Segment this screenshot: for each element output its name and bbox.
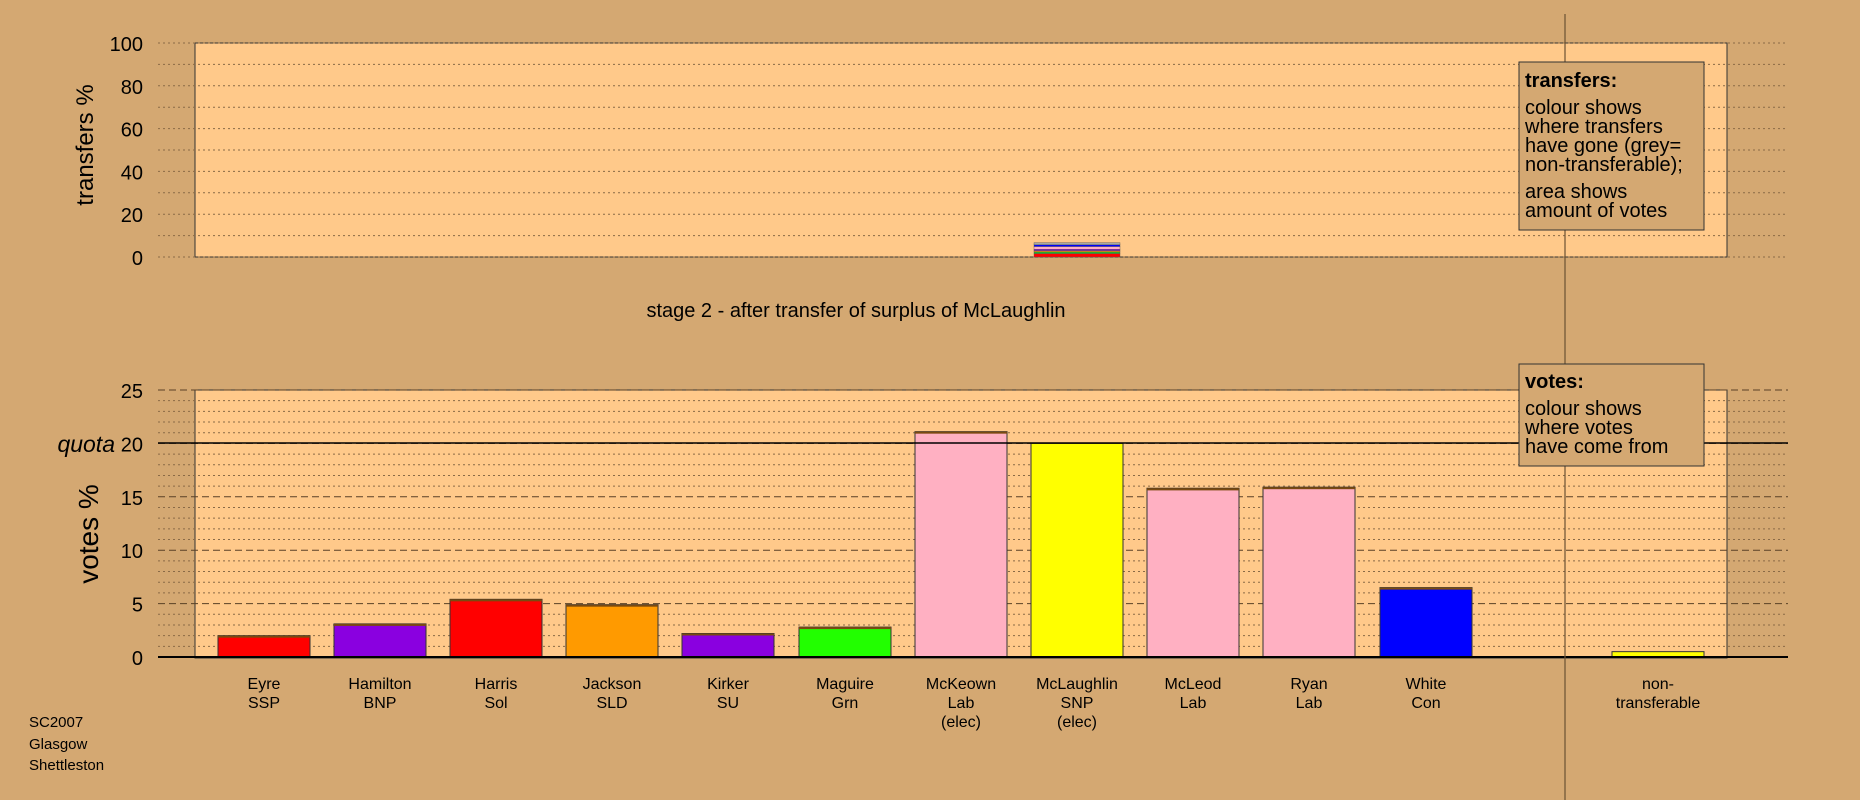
candidate-label: non- [1642, 676, 1674, 693]
transfers-y-tick-label: 80 [121, 77, 143, 99]
votes-y-ticks: 0 5 10 15 20 25 [121, 381, 143, 670]
candidate-label: SSP [248, 695, 280, 712]
vote-bar [914, 431, 1008, 658]
legend-transfers-line: area shows [1525, 181, 1627, 203]
candidate-label: Grn [832, 695, 859, 712]
vote-bar [333, 623, 427, 658]
legend-transfers-line: have gone (grey= [1525, 135, 1681, 157]
candidate-label: White [1406, 676, 1447, 693]
legend-transfers-box [1518, 61, 1705, 231]
votes-y-tick-label: 15 [121, 488, 143, 510]
candidate-label: Lab [1180, 695, 1207, 712]
candidate-label: Jackson [583, 676, 642, 693]
candidate-label: Maguire [816, 676, 874, 693]
footer: SC2007 Glasgow Shettleston [29, 714, 104, 774]
candidate-label: Con [1411, 695, 1440, 712]
candidate-label: (elec) [941, 714, 981, 731]
transfers-y-tick-label: 0 [132, 248, 143, 270]
vote-bar [681, 633, 775, 658]
quota-label: quota [57, 431, 115, 457]
footer-line: SC2007 [29, 714, 83, 731]
vote-bar-transfer-segment [799, 627, 891, 630]
vote-bar-transfer-segment [682, 633, 774, 636]
candidate-label: Lab [1296, 695, 1323, 712]
transfers-plot-area [194, 42, 1728, 258]
stage-title: stage 2 - after transfer of surplus of M… [646, 300, 1065, 322]
votes-panel: 0 5 10 15 20 25 votes % quota Eyre SSP Hamilton… [57, 381, 1788, 731]
candidate-label: (elec) [1057, 714, 1097, 731]
candidate-label: Lab [948, 695, 975, 712]
transfer-segment [1033, 251, 1121, 254]
vote-bar-transfer-segment [566, 604, 658, 607]
vote-bar-transfer-segment [334, 623, 426, 626]
vote-bar-transfer-segment [1147, 488, 1239, 491]
vote-bar-transfer-segment [1380, 587, 1472, 590]
legend-transfers-line: amount of votes [1525, 200, 1667, 222]
candidate-label: McKeown [926, 676, 996, 693]
transfers-y-ticks: 0 20 40 60 80 100 [110, 34, 143, 270]
candidate-label: transferable [1616, 695, 1701, 712]
candidate-label: Sol [484, 695, 507, 712]
vote-bar-transfer-segment [1263, 487, 1355, 490]
candidate-label: Kirker [707, 676, 749, 693]
vote-bar [1262, 486, 1356, 658]
votes-y-axis-label: votes % [73, 484, 104, 584]
candidate-label: Harris [475, 676, 518, 693]
transfers-grid [158, 42, 1788, 258]
votes-y-tick-label: 20 [121, 434, 143, 456]
candidate-label: Eyre [248, 676, 281, 693]
transfers-y-axis-label: transfers % [72, 84, 99, 205]
transfers-y-tick-label: 60 [121, 120, 143, 142]
legend-votes-box [1518, 363, 1705, 467]
legend-transfers-title: transfers: [1525, 70, 1617, 92]
candidate-label: BNP [364, 695, 397, 712]
transfers-y-tick-label: 40 [121, 162, 143, 184]
votes-y-tick-label: 25 [121, 381, 143, 403]
transfers-y-tick-label: 100 [110, 34, 143, 56]
transfer-bar [1033, 242, 1121, 258]
vote-bar-transfer-segment [915, 431, 1007, 434]
vote-bar-transfer-segment [450, 599, 542, 602]
transfer-segment [1033, 242, 1121, 246]
transfers-y-tick-label: 20 [121, 205, 143, 227]
votes-bars [217, 431, 1705, 658]
candidate-label: SLD [596, 695, 627, 712]
candidate-label: SU [717, 695, 739, 712]
vote-bar [217, 635, 311, 658]
votes-y-tick-label: 5 [132, 595, 143, 617]
vote-bar [449, 598, 543, 658]
legend-transfers-line: where transfers [1524, 116, 1663, 138]
candidate-label: SNP [1061, 695, 1094, 712]
transfer-segment [1033, 244, 1121, 247]
candidate-label: Ryan [1290, 676, 1327, 693]
legend-transfers-line: colour shows [1525, 97, 1642, 119]
votes-y-tick-label: 10 [121, 541, 143, 563]
vote-bar-transfer-segment [218, 635, 310, 638]
legend-votes-title: votes: [1525, 371, 1584, 393]
vote-bar [798, 626, 892, 658]
vote-bar [1146, 487, 1240, 658]
transfers-panel: 0 20 40 60 80 100 transfers % [72, 34, 1788, 270]
legend-transfers: transfers: colour shows where transfers … [1518, 61, 1705, 231]
vote-bar [1379, 587, 1473, 658]
candidate-label: McLeod [1165, 676, 1222, 693]
legend-votes: votes: colour shows where votes have com… [1518, 363, 1705, 467]
candidate-label: McLaughlin [1036, 676, 1118, 693]
transfer-segment [1033, 253, 1121, 258]
vote-bar [565, 604, 659, 658]
footer-line: Shettleston [29, 757, 104, 774]
legend-votes-line: have come from [1525, 436, 1668, 458]
candidate-label: Hamilton [348, 676, 411, 693]
legend-votes-line: where votes [1524, 417, 1633, 439]
vote-bar [1030, 442, 1124, 658]
footer-line: Glasgow [29, 736, 88, 753]
votes-y-tick-label: 0 [132, 648, 143, 670]
legend-transfers-line: non-transferable); [1525, 154, 1683, 176]
candidate-labels: Eyre SSP Hamilton BNP Harris Sol Jackson SLD Kir… [248, 676, 1701, 731]
transfer-segment [1033, 246, 1121, 250]
legend-votes-line: colour shows [1525, 398, 1642, 420]
